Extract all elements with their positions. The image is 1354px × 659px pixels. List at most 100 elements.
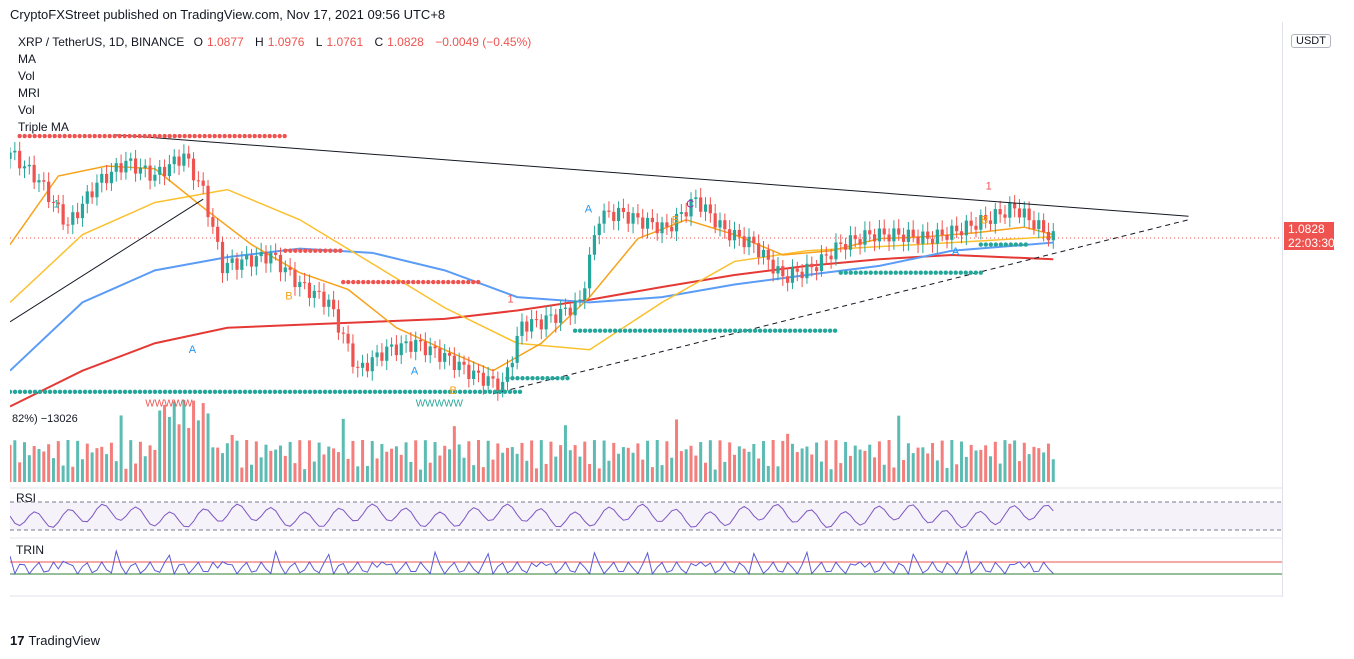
volume-bar xyxy=(718,440,722,482)
candle-body xyxy=(583,288,587,300)
support-dots xyxy=(402,389,408,395)
volume-bar xyxy=(955,464,959,482)
volume-bar xyxy=(361,440,365,482)
candle-body xyxy=(225,262,229,274)
volume-bar xyxy=(704,462,708,482)
volume-bar xyxy=(655,440,659,482)
support-dots xyxy=(457,389,463,395)
candle-body xyxy=(771,259,775,274)
bar-countdown: 22:03:30 xyxy=(1288,236,1335,250)
support-dots xyxy=(973,270,978,275)
currency-badge[interactable]: USDT xyxy=(1291,34,1331,48)
resistance-dots xyxy=(92,133,97,139)
resistance-dots xyxy=(333,248,338,253)
triple-ma-fast-line xyxy=(10,165,1054,372)
candle-body xyxy=(264,252,268,264)
resistance-dots xyxy=(376,279,381,285)
symbol-legend[interactable]: XRP / TetherUS, 1D, BINANCE O 1.0877 H 1.0… xyxy=(18,35,535,49)
volume-bar xyxy=(394,446,398,482)
support-dots xyxy=(572,328,578,333)
change-value: −0.0049 (−0.45%) xyxy=(435,35,532,49)
volume-bar xyxy=(167,416,171,482)
candle-body xyxy=(829,255,833,260)
chart-canvas[interactable]: 2.60002.20001.80001.50001.30000.95000.80… xyxy=(10,0,1282,600)
candle-body xyxy=(868,230,872,235)
candle-body xyxy=(872,234,877,242)
volume-bar xyxy=(998,463,1002,482)
chart-frame[interactable]: 2.60002.20001.80001.50001.30000.95000.80… xyxy=(10,22,1283,597)
support-dots xyxy=(712,328,718,333)
candle-body xyxy=(351,343,355,367)
volume-bar xyxy=(945,467,949,482)
candle-body xyxy=(90,191,94,198)
candle-body xyxy=(235,258,239,270)
study-mri[interactable]: MRI xyxy=(18,86,40,100)
volume-bar xyxy=(443,445,447,482)
resistance-dots xyxy=(237,133,242,139)
resistance-dots xyxy=(252,133,257,139)
support-dots xyxy=(62,389,68,395)
support-dots xyxy=(117,389,123,395)
symbol-name[interactable]: XRP / TetherUS, 1D, BINANCE xyxy=(18,35,185,49)
candle-body xyxy=(119,163,123,173)
volume-bar xyxy=(882,464,886,482)
tradingview-logo[interactable]: 17 TradingView xyxy=(10,633,100,648)
volume-bar xyxy=(414,440,418,482)
support-dots xyxy=(37,389,43,395)
candle-body xyxy=(32,164,36,183)
study-triple-ma[interactable]: Triple MA xyxy=(18,120,69,134)
candle-body xyxy=(105,173,109,184)
support-dots xyxy=(742,328,748,333)
candle-body xyxy=(723,220,727,230)
volume-bar xyxy=(114,461,118,482)
volume-bar xyxy=(626,447,630,482)
volume-bar xyxy=(708,440,712,482)
open-value: 1.0877 xyxy=(206,35,244,49)
volume-bar xyxy=(250,464,253,482)
resistance-dots xyxy=(431,279,436,285)
candle-body xyxy=(732,229,737,241)
candle-body xyxy=(385,346,389,361)
support-dots xyxy=(512,389,518,395)
support-dots xyxy=(272,389,278,395)
volume-bar xyxy=(887,440,891,482)
volume-bar xyxy=(805,446,809,482)
volume-bar xyxy=(370,441,374,482)
resistance-dots xyxy=(172,133,177,139)
support-dots xyxy=(993,242,999,247)
resistance-dots xyxy=(283,248,288,253)
support-dots xyxy=(953,270,958,275)
support-dots xyxy=(172,389,178,395)
volume-bar xyxy=(771,440,775,482)
study-vol[interactable]: Vol xyxy=(18,69,35,83)
volume-bar xyxy=(192,400,196,482)
candle-body xyxy=(172,156,176,165)
support-dots xyxy=(817,328,823,333)
candle-body xyxy=(56,202,60,205)
candle-body xyxy=(1008,202,1012,218)
study-vol-2[interactable]: Vol xyxy=(18,103,35,117)
resistance-dots xyxy=(461,279,466,285)
support-dots xyxy=(550,375,555,381)
support-dots xyxy=(67,389,73,395)
volume-bar xyxy=(182,400,186,482)
support-dots xyxy=(928,270,933,275)
volume-bar xyxy=(694,455,698,482)
candle-body xyxy=(568,307,572,316)
study-ma[interactable]: MA xyxy=(18,52,36,66)
volume-bar xyxy=(235,440,239,482)
resistance-dots xyxy=(262,133,267,139)
volume-bar xyxy=(950,440,954,482)
support-dots xyxy=(382,389,388,395)
resistance-dots xyxy=(338,248,343,253)
support-dots xyxy=(717,328,723,333)
resistance-dots xyxy=(152,133,157,139)
candle-body xyxy=(240,259,244,270)
support-dots xyxy=(582,328,588,333)
resistance-dots xyxy=(137,133,142,139)
support-dots xyxy=(197,389,203,395)
volume-bar xyxy=(689,445,693,482)
annotation-label: C xyxy=(686,199,694,211)
annotation-label: B xyxy=(285,291,292,303)
resistance-dots xyxy=(47,133,52,139)
